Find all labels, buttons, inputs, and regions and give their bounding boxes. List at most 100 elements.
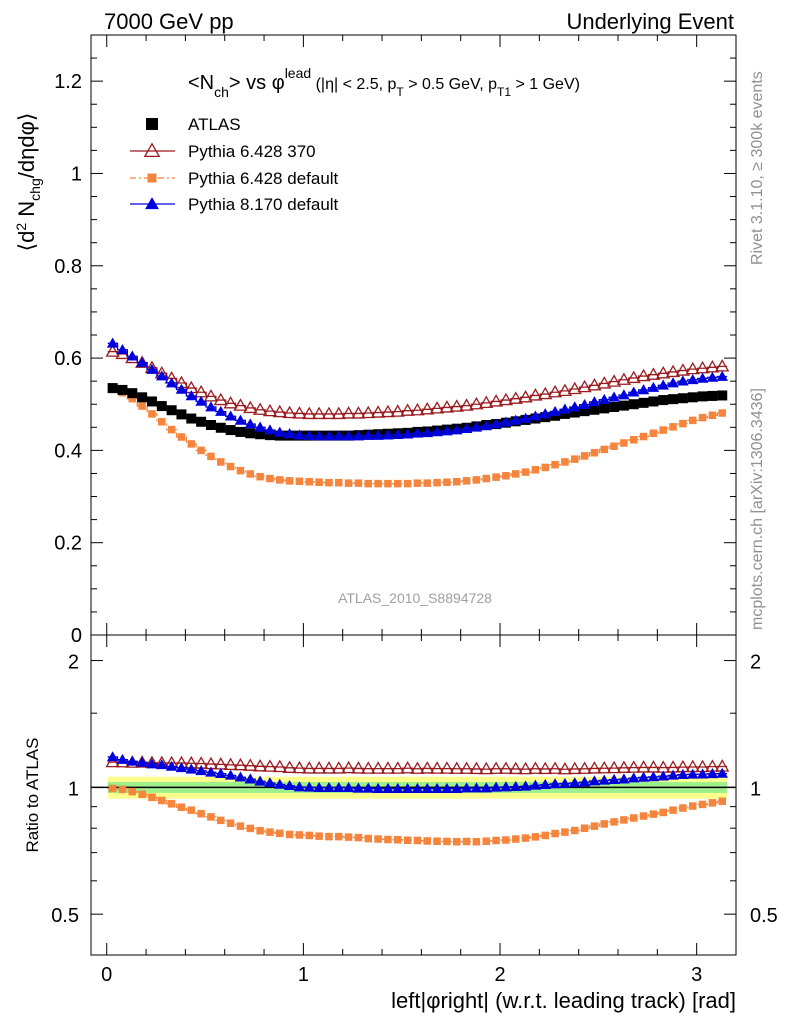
title-main-part1: <N — [188, 72, 214, 94]
legend: ATLAS Pythia 6.428 370 Pythia 6.428 defaul… — [130, 115, 339, 214]
main-point-pythia-6-428-default — [335, 478, 343, 487]
main-point-pythia-8-170-default — [333, 430, 345, 441]
main-point-pythia-6-428-370 — [380, 404, 396, 418]
main-point-pythia-8-170-default — [588, 396, 601, 407]
main-point-pythia-8-170-default — [618, 389, 630, 400]
legend-label-pythia-6-428-default: Pythia 6.428 default — [188, 169, 339, 188]
main-point-pythia-6-428-default — [649, 429, 658, 438]
ratio-point-pythia-6-428-default — [688, 802, 697, 810]
main-point-atlas — [264, 430, 275, 441]
main-point-pythia-6-428-default — [679, 419, 687, 428]
main-point-pythia-6-428-default — [177, 433, 186, 441]
ratio-point-pythia-6-428-default — [187, 806, 196, 814]
main-point-pythia-6-428-default — [344, 479, 353, 487]
ratio-point-pythia-8-170-default — [706, 768, 719, 779]
main-point-pythia-8-170-default — [451, 424, 463, 435]
ratio-point-pythia-8-170-default — [618, 773, 630, 784]
main-point-pythia-6-428-370 — [675, 363, 691, 376]
main-point-pythia-6-428-370 — [272, 404, 287, 418]
main-point-pythia-8-170-default — [716, 370, 728, 381]
ratio-ytick-label: 0.5 — [51, 905, 79, 927]
main-point-atlas — [107, 383, 118, 394]
ratio-ytick-label-right: 1 — [750, 778, 761, 800]
main-point-atlas — [205, 420, 216, 430]
ratio-point-pythia-8-170-default — [205, 766, 217, 777]
ratio-point-pythia-6-428-370 — [606, 760, 622, 774]
ratio-point-pythia-6-428-default — [423, 837, 432, 845]
ratio-point-pythia-6-428-370 — [243, 758, 258, 771]
main-point-atlas — [687, 392, 698, 403]
ratio-ytick-label-right: 2 — [750, 652, 761, 674]
ratio-point-pythia-6-428-370 — [528, 761, 543, 774]
main-ytick-label: 0.2 — [54, 533, 82, 555]
main-point-pythia-6-428-370 — [498, 392, 514, 406]
header-left: 7000 GeV pp — [104, 9, 234, 34]
title-cuts-3: > 1 GeV) — [511, 76, 580, 93]
main-point-atlas — [559, 408, 570, 419]
main-point-pythia-6-428-370 — [557, 383, 573, 396]
ratio-point-pythia-6-428-default — [315, 832, 323, 840]
ratio-point-pythia-6-428-370 — [567, 761, 582, 775]
main-point-pythia-6-428-370 — [203, 389, 219, 402]
main-point-pythia-6-428-default — [433, 478, 441, 487]
ratio-point-pythia-6-428-default — [492, 836, 500, 845]
main-point-pythia-6-428-default — [502, 472, 510, 480]
ratio-point-pythia-8-170-default — [686, 768, 699, 779]
main-point-pythia-8-170-default — [234, 414, 247, 425]
main-point-atlas — [166, 405, 177, 416]
main-point-pythia-6-428-default — [482, 474, 491, 483]
main-point-pythia-6-428-default — [167, 425, 176, 434]
main-point-atlas — [186, 413, 197, 424]
main-point-pythia-8-170-default — [529, 410, 542, 421]
main-point-pythia-6-428-default — [531, 466, 540, 474]
main-point-pythia-6-428-default — [580, 452, 589, 460]
ratio-point-pythia-8-170-default — [647, 771, 660, 782]
main-point-pythia-8-170-default — [372, 429, 384, 440]
main-point-pythia-8-170-default — [460, 422, 473, 434]
main-ytick-label: 0.4 — [54, 440, 82, 462]
ratio-point-pythia-6-428-370 — [311, 761, 327, 774]
ratio-point-pythia-8-170-default — [106, 751, 119, 762]
ratio-point-pythia-8-170-default — [392, 782, 404, 793]
ratio-point-pythia-6-428-370 — [223, 757, 238, 771]
ratio-point-pythia-6-428-370 — [361, 761, 376, 774]
legend-label-atlas: ATLAS — [188, 115, 241, 134]
main-point-pythia-6-428-default — [236, 466, 245, 475]
main-point-pythia-8-170-default — [598, 393, 610, 404]
ratio-point-pythia-8-170-default — [667, 769, 679, 780]
ratio-point-pythia-6-428-default — [600, 820, 608, 828]
main-point-pythia-6-428-370 — [646, 367, 661, 380]
main-point-pythia-6-428-default — [325, 478, 333, 487]
ratio-point-pythia-8-170-default — [716, 767, 728, 778]
ratio-point-pythia-6-428-default — [472, 837, 481, 846]
ratio-point-pythia-6-428-default — [148, 793, 156, 802]
ratio-point-pythia-6-428-default — [266, 828, 274, 836]
xtick-label: 2 — [494, 964, 505, 986]
main-point-pythia-6-428-default — [148, 410, 156, 418]
main-point-pythia-6-428-default — [266, 474, 274, 483]
main-point-pythia-6-428-default — [128, 394, 137, 403]
ratio-point-pythia-6-428-370 — [518, 761, 533, 775]
main-point-pythia-6-428-370 — [449, 399, 464, 412]
main-line-pythia-6-428-default — [107, 388, 728, 485]
mcplots-label: mcplots.cern.ch [arXiv:1306.3436] — [749, 388, 766, 630]
main-point-pythia-8-170-default — [490, 418, 502, 429]
ratio-point-pythia-8-170-default — [637, 771, 650, 782]
main-point-pythia-8-170-default — [510, 414, 522, 425]
ratio-point-pythia-8-170-default — [549, 778, 561, 789]
main-ytick-label: 1 — [71, 163, 82, 185]
ratio-point-pythia-6-428-370 — [439, 761, 455, 774]
main-point-atlas — [638, 397, 649, 408]
ratio-point-pythia-6-428-default — [295, 831, 304, 839]
ratio-point-pythia-6-428-370 — [105, 754, 120, 768]
ratio-point-pythia-8-170-default — [480, 782, 493, 793]
main-point-pythia-8-170-default — [136, 356, 148, 368]
main-point-pythia-6-428-370 — [410, 402, 425, 416]
ratio-point-pythia-8-170-default — [195, 765, 207, 776]
ratio-point-pythia-8-170-default — [657, 770, 669, 781]
ratio-point-pythia-6-428-default — [649, 810, 658, 818]
main-point-atlas — [599, 403, 610, 414]
main-point-pythia-8-170-default — [441, 425, 453, 436]
main-point-pythia-8-170-default — [578, 398, 591, 410]
ratio-point-pythia-6-428-default — [226, 819, 235, 827]
